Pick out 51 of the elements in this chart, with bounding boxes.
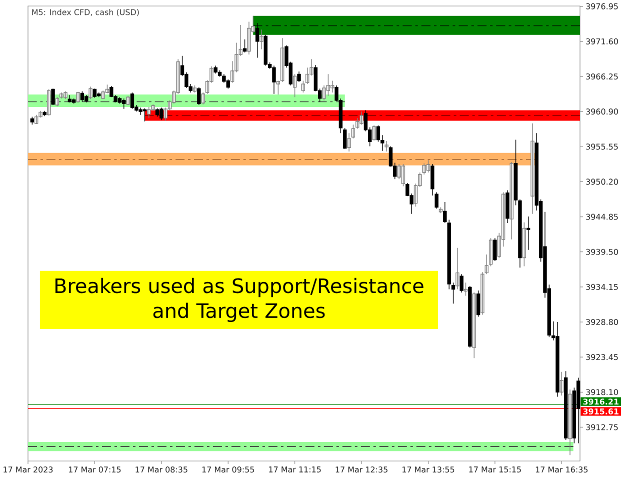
candlestick — [480, 272, 484, 316]
candlestick — [326, 74, 330, 96]
candlestick — [451, 282, 456, 304]
candlestick — [556, 322, 560, 398]
candlestick — [76, 92, 80, 103]
candlestick — [51, 88, 55, 106]
candlestick — [347, 132, 351, 152]
candlestick — [372, 124, 376, 141]
candlestick — [242, 39, 247, 53]
candlestick — [276, 80, 280, 95]
candlestick — [297, 71, 301, 82]
candlestick — [301, 80, 306, 93]
candlestick — [88, 86, 92, 100]
candlestick — [526, 216, 530, 250]
candlestick — [530, 123, 534, 214]
candlestick — [260, 29, 264, 50]
candlestick — [518, 199, 522, 268]
candlestick — [360, 111, 364, 126]
candlestick — [92, 88, 97, 98]
candlestick — [142, 108, 147, 122]
candlestick — [64, 90, 68, 100]
candlestick — [384, 140, 388, 152]
candlestick — [68, 94, 72, 103]
candlestick — [272, 65, 276, 94]
candlestick — [55, 96, 60, 107]
candlestick — [126, 95, 130, 106]
candlestick — [493, 238, 497, 262]
candlestick — [155, 108, 160, 118]
candlestick — [160, 107, 164, 120]
candlestick — [506, 190, 510, 224]
candlestick — [568, 389, 572, 456]
candlestick — [351, 124, 356, 139]
candlestick — [456, 248, 460, 290]
candlestick — [464, 282, 468, 296]
candlestick — [60, 92, 64, 99]
candlestick — [560, 371, 564, 396]
candlestick — [380, 134, 384, 152]
candlestick — [514, 139, 518, 206]
candlestick — [468, 286, 472, 348]
candlestick — [192, 84, 197, 93]
candlestick — [218, 70, 222, 78]
candlestick — [84, 94, 88, 103]
candlestick — [460, 274, 464, 293]
candlestick — [484, 254, 488, 274]
annotation: Breakers used as Support/Resistance and Target Zones — [55, 278, 424, 322]
candlestick — [147, 106, 151, 118]
candlestick — [122, 98, 126, 110]
candlestick — [255, 22, 260, 58]
candlestick — [576, 377, 580, 444]
candlestick — [30, 116, 34, 126]
candlestick — [197, 86, 201, 106]
